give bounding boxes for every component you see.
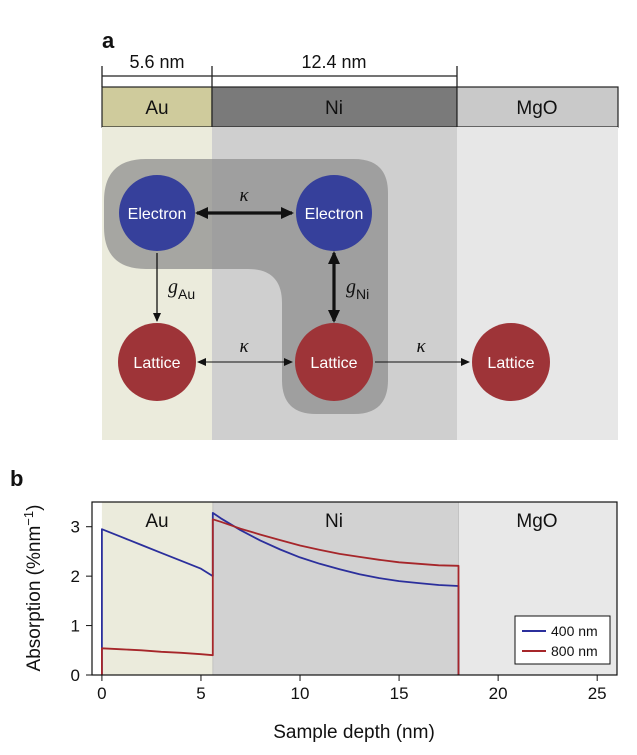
x-tick-label: 5 xyxy=(196,684,205,703)
legend-label-400nm: 400 nm xyxy=(551,623,598,639)
ni-region-label: Ni xyxy=(325,511,343,532)
mgo-region-label: MgO xyxy=(516,511,557,532)
ni-electron-node xyxy=(296,175,372,251)
ni-lattice-label: Lattice xyxy=(310,355,357,372)
y-tick-label: 2 xyxy=(71,567,80,586)
mgo-layer-label: MgO xyxy=(516,98,557,119)
ni-layer-label: Ni xyxy=(325,98,343,119)
au-electron-label: Electron xyxy=(128,206,187,223)
y-tick-label: 1 xyxy=(71,617,80,636)
au-layer-bar xyxy=(101,86,213,128)
x-tick-label: 25 xyxy=(588,684,607,703)
y-tick-label: 0 xyxy=(71,666,80,685)
x-tick-label: 0 xyxy=(97,684,106,703)
legend: 400 nm 800 nm xyxy=(514,615,611,665)
au-width-label: 5.6 nm xyxy=(129,52,184,72)
axis-ticks: 0 5 10 15 20 25 0 1 2 3 xyxy=(71,518,607,703)
series-line-400nm xyxy=(101,512,460,675)
y-tick-label: 3 xyxy=(71,518,80,537)
plot-frame xyxy=(91,501,618,676)
g-au-label: gAu xyxy=(168,276,195,302)
chart: Au Ni MgO 0 5 10 15 20 25 0 1 2 3 Sample depth (n… xyxy=(21,501,618,743)
panel-b-label: b xyxy=(10,466,23,491)
series-line-800nm xyxy=(101,518,460,675)
region-bg-ni xyxy=(212,502,459,675)
mgo-layer-bar xyxy=(456,86,619,128)
ni-lattice-node xyxy=(295,323,373,401)
panel-a-label: a xyxy=(102,28,115,53)
kappa-ni-mgo-label: κ xyxy=(416,336,426,357)
y-axis-label: Absorption (%nm−1) xyxy=(21,505,45,672)
mgo-lattice-label: Lattice xyxy=(487,355,534,372)
mgo-region-bg xyxy=(457,127,618,440)
mgo-lattice-node xyxy=(472,323,550,401)
region-bg-au xyxy=(101,502,213,675)
kappa-au-ni-label: κ xyxy=(239,336,249,357)
au-lattice-label: Lattice xyxy=(133,355,180,372)
width-dimensions xyxy=(101,66,458,87)
g-ni-label: gNi xyxy=(346,276,369,302)
au-layer-label: Au xyxy=(145,98,168,119)
x-axis-label: Sample depth (nm) xyxy=(273,722,435,743)
ni-width-label: 12.4 nm xyxy=(301,52,366,72)
kappa-electron-label: κ xyxy=(239,185,249,206)
au-electron-node xyxy=(119,175,195,251)
au-region-label: Au xyxy=(145,511,168,532)
series-lines xyxy=(101,512,460,675)
legend-label-800nm: 800 nm xyxy=(551,643,598,659)
x-tick-label: 20 xyxy=(489,684,508,703)
legend-box xyxy=(514,615,611,665)
region-labels: Au Ni MgO xyxy=(145,511,557,532)
ni-electron-label: Electron xyxy=(305,206,364,223)
x-tick-label: 10 xyxy=(291,684,310,703)
region-backgrounds xyxy=(101,502,617,675)
x-tick-label: 15 xyxy=(390,684,409,703)
au-lattice-node xyxy=(118,323,196,401)
